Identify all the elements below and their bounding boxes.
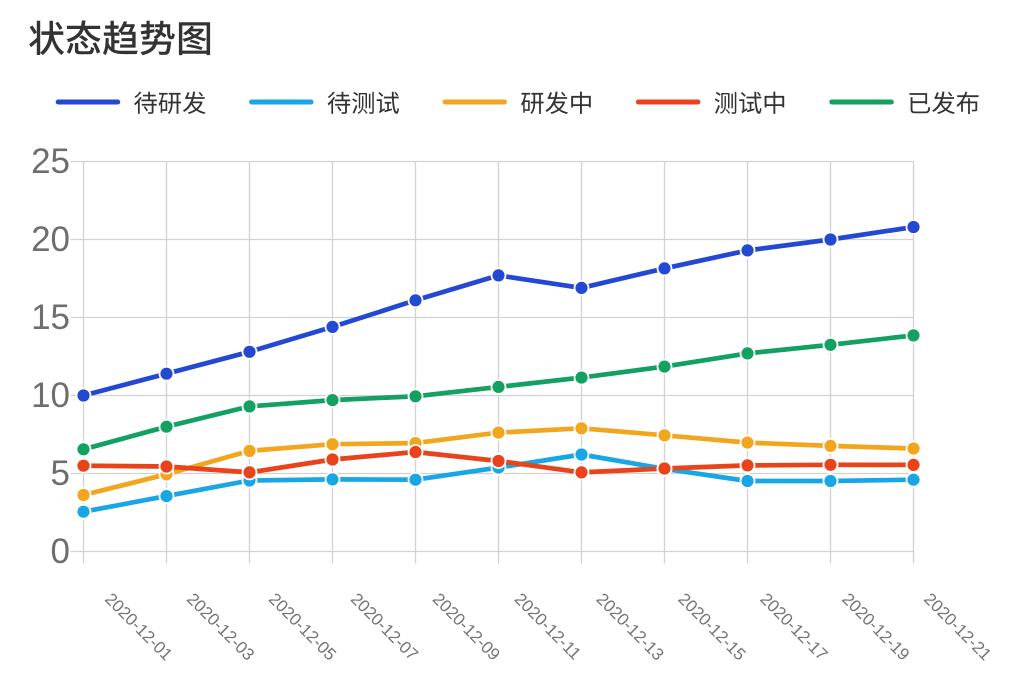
svg-text:25: 25 (31, 142, 70, 181)
svg-text:15: 15 (31, 298, 70, 337)
svg-text:0: 0 (51, 532, 70, 571)
svg-text:20: 20 (31, 220, 70, 259)
svg-text:5: 5 (51, 454, 70, 493)
svg-text:10: 10 (31, 376, 70, 415)
